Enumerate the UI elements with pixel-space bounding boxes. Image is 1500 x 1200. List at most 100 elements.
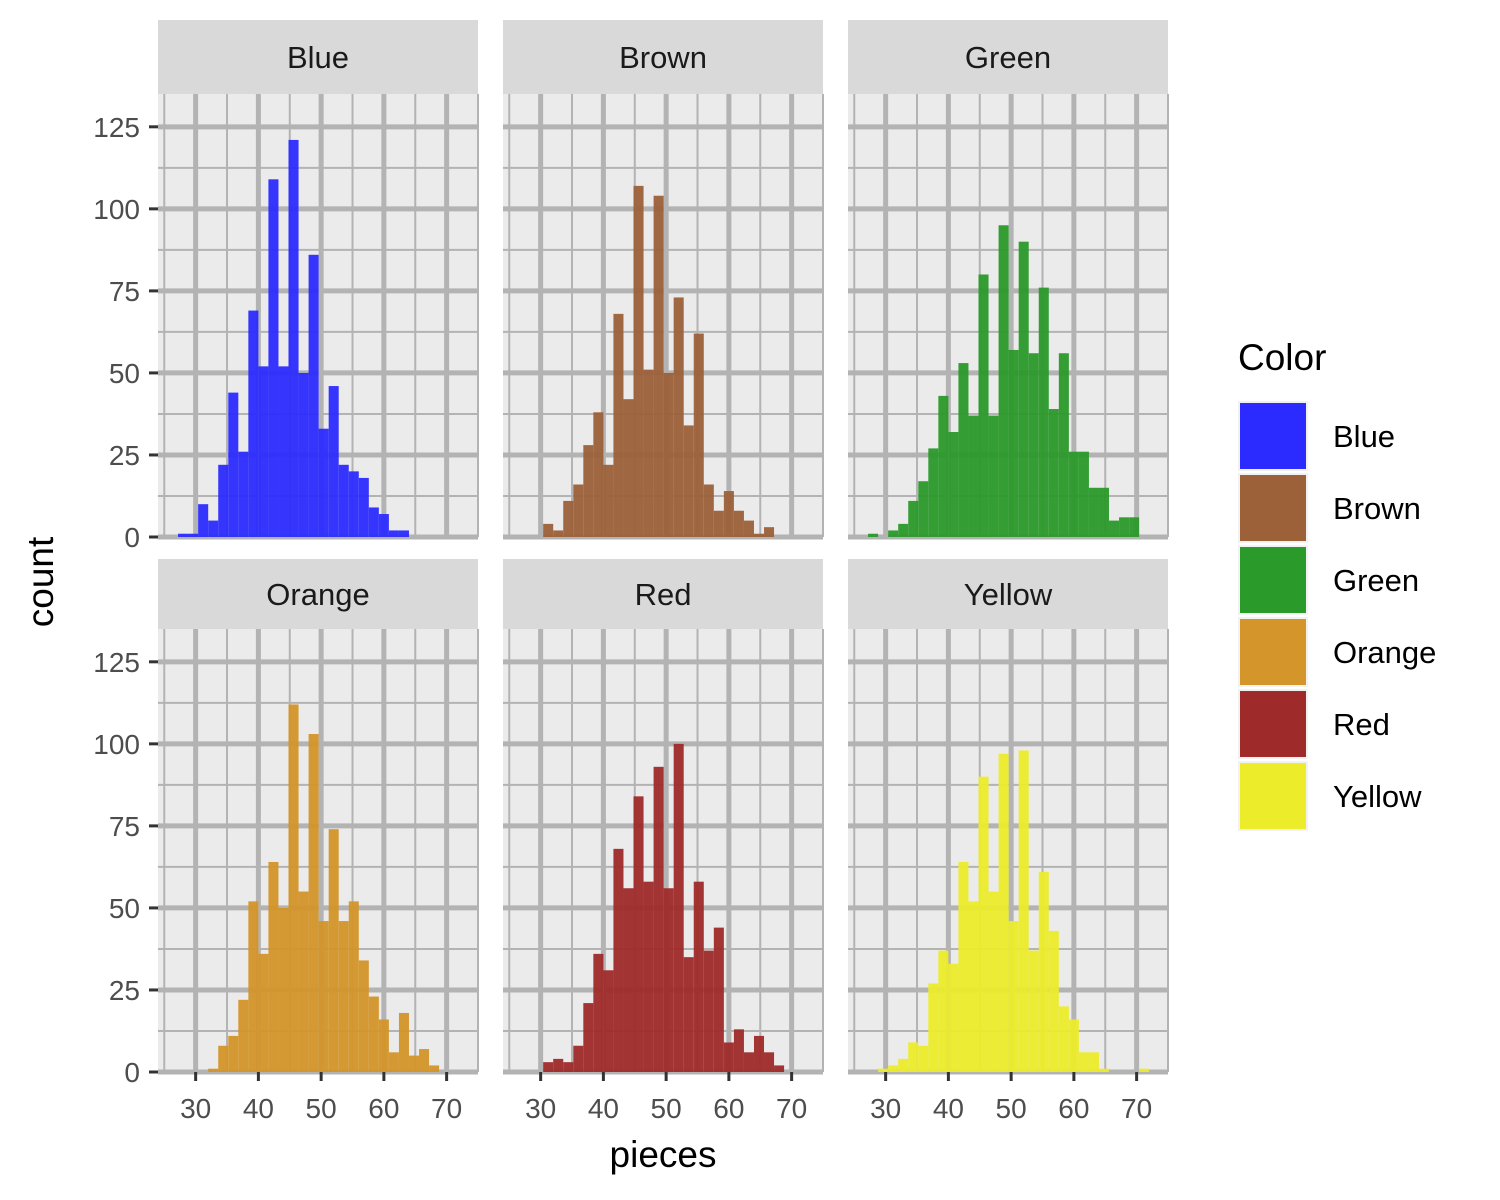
bar-brown-18 bbox=[703, 484, 714, 537]
strip-label-blue: Blue bbox=[287, 40, 349, 75]
bar-yellow-15 bbox=[1018, 750, 1029, 1072]
bar-brown-10 bbox=[623, 399, 634, 537]
bar-red-12 bbox=[643, 881, 654, 1072]
bar-yellow-20 bbox=[1068, 1019, 1079, 1072]
y-tick-label: 125 bbox=[93, 647, 140, 678]
bar-red-11 bbox=[633, 796, 644, 1072]
legend-label-red: Red bbox=[1333, 707, 1390, 742]
legend-label-blue: Blue bbox=[1333, 419, 1395, 454]
bar-orange-12 bbox=[298, 891, 309, 1072]
bar-green-6 bbox=[928, 448, 939, 537]
bar-yellow-5 bbox=[918, 1045, 929, 1072]
bar-blue-18 bbox=[358, 477, 369, 537]
bar-blue-2 bbox=[198, 504, 209, 537]
legend-swatch-brown bbox=[1240, 475, 1306, 541]
panel-red: Red 30 40 50 60 70 bbox=[503, 559, 824, 1124]
bar-orange-23 bbox=[408, 1055, 420, 1072]
bar-blue-8 bbox=[258, 366, 269, 537]
bar-yellow-12 bbox=[988, 891, 999, 1072]
bar-yellow-4 bbox=[908, 1042, 919, 1072]
x-axis-title: pieces bbox=[610, 1134, 717, 1175]
bar-red-16 bbox=[683, 957, 694, 1072]
x-tick-label: 50 bbox=[996, 1093, 1027, 1124]
legend-label-green: Green bbox=[1333, 563, 1419, 598]
bar-green-20 bbox=[1068, 451, 1079, 537]
strip-label-red: Red bbox=[635, 577, 692, 612]
strip-red bbox=[503, 559, 823, 629]
legend-label-yellow: Yellow bbox=[1333, 779, 1422, 814]
bar-red-17 bbox=[693, 881, 704, 1072]
bar-brown-16 bbox=[683, 425, 694, 537]
bar-blue-11 bbox=[288, 139, 299, 537]
x-tick-label: 60 bbox=[713, 1093, 744, 1124]
bar-green-16 bbox=[1028, 353, 1039, 537]
bar-orange-22 bbox=[398, 1012, 409, 1072]
bar-orange-16 bbox=[338, 921, 349, 1072]
x-tick-label: 70 bbox=[431, 1093, 462, 1124]
bar-orange-9 bbox=[268, 861, 279, 1072]
bar-red-20 bbox=[723, 1042, 734, 1072]
bar-green-15 bbox=[1018, 241, 1029, 537]
bar-yellow-19 bbox=[1058, 1006, 1069, 1072]
bar-brown-22 bbox=[743, 520, 754, 537]
y-tick-label: 75 bbox=[109, 276, 140, 307]
bar-brown-3 bbox=[553, 530, 564, 537]
x-tick-label: 30 bbox=[180, 1093, 211, 1124]
bar-yellow-8 bbox=[948, 963, 959, 1072]
bar-brown-5 bbox=[573, 484, 584, 537]
bar-blue-1 bbox=[188, 533, 199, 537]
bar-brown-4 bbox=[563, 500, 574, 537]
bar-red-9 bbox=[613, 848, 624, 1072]
bar-green-22 bbox=[1088, 487, 1099, 537]
bar-blue-13 bbox=[308, 254, 319, 537]
bar-yellow-10 bbox=[968, 901, 979, 1072]
bar-orange-15 bbox=[328, 829, 339, 1072]
legend: Color Blue Brown Green Orange Red Yellow bbox=[1238, 337, 1436, 831]
bar-green-4 bbox=[908, 500, 919, 537]
bar-blue-14 bbox=[318, 428, 329, 537]
bar-red-19 bbox=[713, 927, 724, 1072]
strip-yellow bbox=[848, 559, 1168, 629]
bar-blue-20 bbox=[378, 514, 389, 537]
legend-swatch-green bbox=[1240, 547, 1306, 613]
panel-orange: Orange 0 25 50 75 100 125 30 40 50 60 70 bbox=[93, 559, 540, 1124]
bar-orange-20 bbox=[378, 1019, 389, 1072]
bar-orange-11 bbox=[288, 704, 299, 1072]
bar-blue-0 bbox=[178, 533, 189, 537]
bar-green-0 bbox=[868, 533, 879, 537]
bar-red-10 bbox=[623, 888, 634, 1072]
x-tick-label: 40 bbox=[933, 1093, 964, 1124]
strip-label-orange: Orange bbox=[266, 577, 369, 612]
y-axis-title: count bbox=[20, 536, 61, 627]
bar-red-4 bbox=[563, 1062, 574, 1072]
legend-swatch-orange bbox=[1240, 619, 1306, 685]
bar-red-3 bbox=[553, 1058, 564, 1072]
x-tick-label: 30 bbox=[870, 1093, 901, 1124]
bar-orange-25 bbox=[429, 1065, 440, 1072]
y-tick-label: 100 bbox=[93, 194, 140, 225]
y-tick-label: 100 bbox=[93, 729, 140, 760]
bar-blue-19 bbox=[368, 507, 379, 537]
bar-green-5 bbox=[918, 481, 929, 537]
bar-green-17 bbox=[1038, 287, 1049, 537]
bar-blue-3 bbox=[208, 520, 219, 537]
bar-red-18 bbox=[703, 950, 714, 1072]
y-tick-label: 0 bbox=[124, 1057, 140, 1088]
bar-yellow-13 bbox=[998, 753, 1009, 1072]
x-tick-label: 40 bbox=[588, 1093, 619, 1124]
bar-yellow-23 bbox=[1098, 1068, 1110, 1072]
bar-blue-10 bbox=[278, 366, 289, 537]
bar-blue-6 bbox=[238, 451, 249, 537]
bar-green-23 bbox=[1098, 487, 1110, 537]
bar-orange-3 bbox=[208, 1068, 219, 1072]
bar-yellow-21 bbox=[1078, 1052, 1089, 1072]
bar-brown-20 bbox=[723, 491, 734, 537]
bar-red-24 bbox=[764, 1052, 775, 1072]
y-tick-label: 75 bbox=[109, 811, 140, 842]
bar-orange-14 bbox=[318, 921, 329, 1072]
bar-yellow-3 bbox=[898, 1058, 909, 1072]
x-tick-label: 40 bbox=[243, 1093, 274, 1124]
bar-orange-7 bbox=[248, 901, 259, 1072]
bar-brown-11 bbox=[633, 185, 644, 538]
bar-brown-13 bbox=[653, 195, 664, 537]
